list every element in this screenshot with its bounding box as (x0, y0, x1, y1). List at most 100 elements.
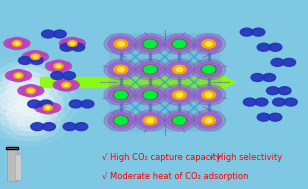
Circle shape (0, 73, 57, 109)
FancyBboxPatch shape (7, 147, 17, 181)
Circle shape (163, 85, 196, 105)
Circle shape (53, 81, 68, 90)
Circle shape (104, 34, 138, 54)
Circle shape (269, 43, 282, 51)
Circle shape (0, 91, 63, 140)
Circle shape (64, 81, 79, 90)
Circle shape (137, 36, 163, 52)
Circle shape (33, 55, 38, 58)
Circle shape (15, 39, 30, 48)
Circle shape (28, 100, 41, 108)
Circle shape (172, 91, 186, 99)
Circle shape (15, 42, 19, 45)
Circle shape (240, 28, 253, 36)
Circle shape (0, 89, 35, 111)
Circle shape (21, 85, 41, 97)
Circle shape (273, 98, 286, 106)
Circle shape (17, 114, 45, 131)
Circle shape (202, 91, 216, 99)
Circle shape (108, 113, 134, 129)
Circle shape (147, 93, 154, 97)
Circle shape (60, 43, 73, 51)
Circle shape (176, 93, 183, 97)
Circle shape (252, 28, 265, 36)
FancyBboxPatch shape (15, 154, 21, 180)
Circle shape (46, 106, 50, 109)
Circle shape (53, 30, 66, 38)
Circle shape (17, 71, 31, 80)
Circle shape (0, 68, 65, 113)
Circle shape (114, 40, 128, 48)
Circle shape (133, 85, 167, 105)
Circle shape (196, 62, 222, 77)
Circle shape (104, 110, 138, 131)
Circle shape (263, 74, 276, 81)
Circle shape (8, 87, 63, 121)
Circle shape (35, 103, 50, 112)
Circle shape (143, 65, 158, 74)
Circle shape (173, 117, 185, 124)
Circle shape (57, 62, 71, 71)
Circle shape (196, 113, 222, 129)
Circle shape (6, 77, 49, 104)
Circle shape (6, 105, 40, 126)
Circle shape (18, 86, 33, 95)
Circle shape (9, 70, 28, 82)
Circle shape (104, 85, 138, 105)
Polygon shape (216, 73, 236, 92)
Circle shape (46, 103, 61, 112)
FancyBboxPatch shape (109, 33, 221, 132)
Circle shape (118, 67, 124, 72)
Circle shape (172, 40, 187, 49)
Circle shape (14, 73, 23, 78)
Circle shape (163, 110, 196, 131)
Text: √ High CO₂ capture capacity: √ High CO₂ capture capacity (102, 153, 221, 162)
Circle shape (68, 41, 77, 46)
Circle shape (205, 42, 212, 46)
Circle shape (144, 91, 156, 99)
Circle shape (172, 116, 187, 125)
Circle shape (144, 91, 157, 99)
Circle shape (15, 92, 55, 116)
Circle shape (163, 59, 196, 80)
Circle shape (172, 116, 186, 125)
Circle shape (31, 54, 40, 60)
Circle shape (205, 93, 212, 97)
Circle shape (114, 91, 128, 100)
Polygon shape (40, 77, 219, 87)
Circle shape (173, 40, 185, 48)
Circle shape (70, 42, 75, 45)
Circle shape (114, 65, 128, 74)
Circle shape (257, 113, 270, 121)
Circle shape (0, 75, 58, 125)
Circle shape (201, 65, 216, 74)
Circle shape (49, 60, 68, 72)
Circle shape (30, 57, 43, 64)
Circle shape (34, 52, 48, 61)
Circle shape (2, 105, 60, 141)
Circle shape (42, 30, 55, 38)
Circle shape (192, 85, 225, 105)
Circle shape (22, 52, 37, 61)
Circle shape (137, 113, 163, 129)
Circle shape (71, 39, 85, 48)
Circle shape (9, 110, 52, 136)
Circle shape (0, 95, 55, 135)
Circle shape (202, 40, 216, 48)
Circle shape (0, 56, 65, 103)
Circle shape (133, 34, 167, 54)
Circle shape (75, 123, 88, 131)
Circle shape (114, 91, 128, 99)
FancyBboxPatch shape (6, 147, 18, 149)
Circle shape (118, 93, 124, 97)
Circle shape (192, 110, 225, 131)
Circle shape (18, 57, 31, 64)
Circle shape (0, 77, 79, 130)
Circle shape (12, 41, 22, 46)
Circle shape (266, 87, 279, 95)
Circle shape (257, 43, 270, 51)
Circle shape (143, 91, 158, 100)
Circle shape (147, 118, 154, 123)
Circle shape (166, 36, 192, 52)
Circle shape (63, 37, 82, 50)
